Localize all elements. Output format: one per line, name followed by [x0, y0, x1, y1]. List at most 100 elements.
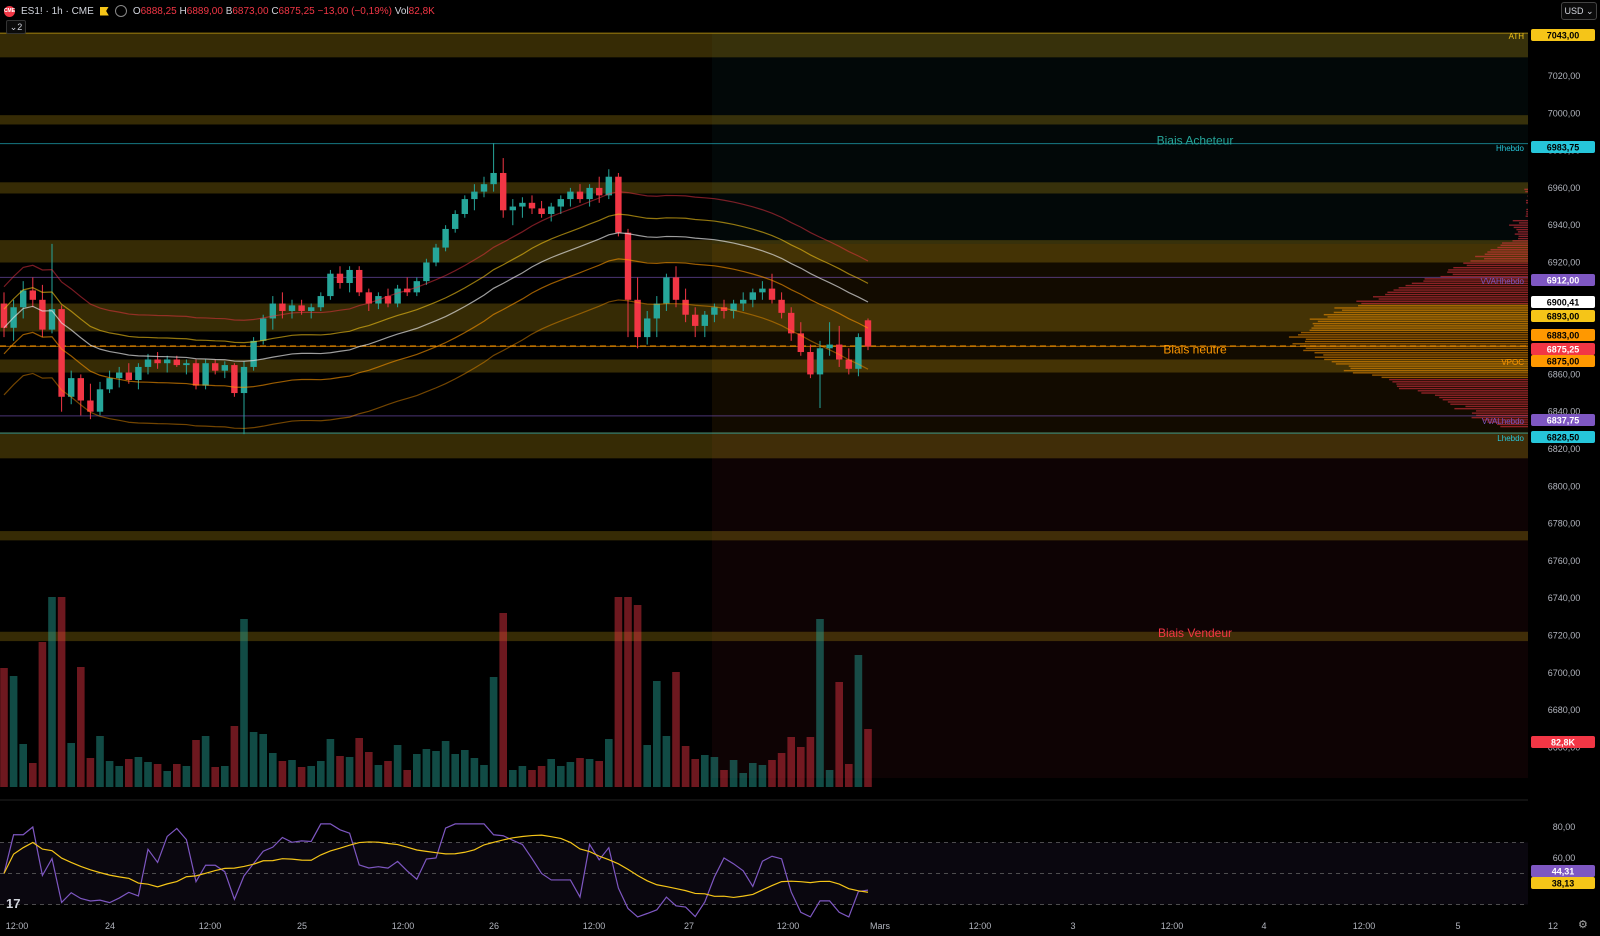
candle-body — [606, 177, 612, 196]
volume-profile-bin — [1526, 202, 1528, 203]
volume-bar — [96, 736, 104, 787]
ohlc-high-key: H — [180, 6, 187, 17]
volume-profile-bin — [1396, 383, 1528, 384]
volume-profile-bin — [1501, 245, 1528, 246]
volume-profile-bin — [1303, 350, 1528, 351]
tradingview-logo-icon[interactable]: 17 — [6, 896, 20, 911]
volume-profile-bin — [1399, 287, 1528, 288]
ohlc-open-key: O — [133, 6, 141, 17]
candle-body — [759, 289, 765, 293]
candle-body — [577, 192, 583, 199]
volume-profile-bin — [1487, 251, 1528, 252]
level-price-3: 6900,41 — [1547, 298, 1580, 308]
level-price-9: 6828,50 — [1547, 433, 1580, 443]
volume-bar — [605, 739, 613, 787]
volume-bar — [730, 760, 738, 787]
volume-profile-bin — [1394, 289, 1528, 290]
volume-bar — [106, 761, 114, 787]
seller-bias-region — [712, 434, 1528, 778]
chart-header: CME ES1! · 1h · CME O6888,25 H6889,00 B6… — [4, 3, 435, 19]
volume-profile-bin — [1491, 249, 1528, 250]
candle-body — [452, 214, 458, 229]
volume-bar — [10, 676, 18, 787]
candle-body — [500, 173, 506, 210]
volume-profile-bin — [1500, 426, 1528, 427]
volume-profile-bin — [1485, 254, 1528, 255]
volume-bar — [701, 755, 709, 787]
price-tick: 6940,00 — [1548, 220, 1581, 230]
time-tick: 4 — [1261, 921, 1266, 931]
volume-profile-bin — [1418, 390, 1528, 391]
volume-bar — [519, 766, 527, 787]
candle-body — [510, 207, 516, 211]
volume-bar — [288, 760, 296, 787]
volume-profile-bin — [1453, 274, 1528, 275]
volume-profile-bin — [1332, 361, 1528, 362]
settings-gear-icon[interactable]: ⚙ — [1578, 918, 1588, 931]
time-tick: 12:00 — [199, 921, 222, 931]
volume-profile-bin — [1465, 406, 1528, 407]
volume-bar — [711, 757, 719, 787]
indicator-toggle-button[interactable]: ⌄ 2 — [6, 20, 26, 34]
volume-bar — [144, 762, 152, 787]
market-status-icon — [115, 5, 127, 17]
volume-bar — [624, 597, 632, 787]
volume-bar — [672, 672, 680, 787]
flag-icon[interactable] — [100, 7, 109, 16]
volume-profile-bin — [1525, 191, 1528, 192]
volume-bar — [835, 682, 843, 787]
candle-body — [644, 318, 650, 337]
currency-selector[interactable]: USD ⌄ — [1561, 2, 1597, 20]
ohlc-open: 6888,25 — [141, 6, 177, 17]
price-zone-2 — [0, 182, 1528, 193]
candle-body — [126, 373, 132, 380]
volume-profile-bin — [1392, 381, 1528, 382]
volume-bar — [778, 753, 786, 787]
rsi-tick: 60,00 — [1553, 853, 1576, 863]
level-label-1: Hhebdo — [1496, 144, 1525, 153]
candle-body — [769, 289, 775, 300]
time-tick: 25 — [297, 921, 307, 931]
candle-body — [865, 320, 871, 346]
volume-profile-bin — [1399, 388, 1528, 389]
candle-body — [222, 365, 228, 371]
level-price-0: 7043,00 — [1547, 31, 1580, 41]
symbol-label[interactable]: ES1! · 1h · CME — [21, 6, 94, 17]
candle-body — [702, 315, 708, 326]
volume-profile-bin — [1439, 397, 1528, 398]
volume-bar — [48, 597, 56, 787]
volume-profile-bin — [1379, 298, 1528, 299]
price-axis: 7020,007000,006980,006960,006940,006920,… — [1528, 0, 1600, 936]
volume-bar — [231, 726, 239, 787]
rsi-tick: 80,00 — [1553, 822, 1576, 832]
volume-profile-bin — [1475, 256, 1528, 257]
volume-bar — [125, 759, 133, 787]
volume-profile-bin — [1526, 211, 1528, 212]
candle-body — [423, 263, 429, 282]
price-tick: 6700,00 — [1548, 668, 1581, 678]
candle-body — [490, 173, 496, 184]
candle-body — [337, 274, 343, 283]
volume-bar — [528, 770, 536, 787]
volume-profile-bin — [1463, 263, 1528, 264]
candle-body — [711, 307, 717, 314]
volume-profile-bin — [1448, 269, 1528, 270]
volume-bar — [538, 766, 546, 787]
time-tick: 26 — [489, 921, 499, 931]
volume-value-tag: 82,8K — [1551, 738, 1576, 748]
cme-logo-icon: CME — [4, 6, 15, 17]
price-tick: 6960,00 — [1548, 183, 1581, 193]
level-label-9: Lhebdo — [1497, 434, 1524, 443]
level-price-4: 6893,00 — [1547, 312, 1580, 322]
volume-bar — [413, 754, 421, 787]
candle-body — [586, 188, 592, 199]
ohlc-high: 6889,00 — [187, 6, 223, 17]
volume-bar — [67, 743, 75, 787]
candle-body — [327, 274, 333, 296]
volume-profile-bin — [1516, 229, 1528, 230]
currency-label: USD — [1564, 6, 1583, 16]
time-tick: 12:00 — [777, 921, 800, 931]
candle-body — [596, 188, 602, 195]
price-tick: 6820,00 — [1548, 444, 1581, 454]
